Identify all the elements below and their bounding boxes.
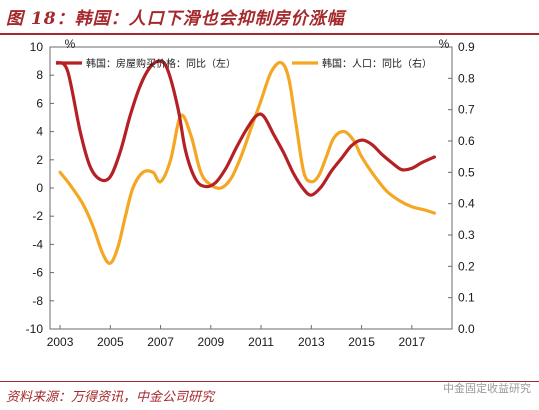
right-tick-label: 0.7 [458, 103, 475, 117]
plot-area [49, 46, 453, 330]
right-tick-label: 0.0 [458, 322, 475, 336]
x-tick-label: 2015 [348, 335, 375, 349]
right-tick-label: 0.4 [458, 197, 475, 211]
right-tick-label: 0.5 [458, 165, 475, 179]
left-axis: 10 8 6 4 2 0 -2 -4 -6 -8 -10% [26, 37, 76, 336]
series-layer [55, 59, 436, 265]
left-tick-label: 2 [36, 153, 43, 167]
legend: 韩国：房屋购买价格：同比（左） 韩国：人口：同比（右） [56, 57, 432, 70]
left-tick-label: 8 [36, 68, 43, 82]
right-axis-unit: % [439, 37, 450, 51]
x-tick-label: 2011 [248, 335, 274, 349]
series-line-house-price [55, 59, 436, 197]
left-tick-label: 0 [36, 181, 43, 195]
source-note: 资料来源：万得资讯，中金公司研究 [6, 390, 215, 405]
left-tick-label: -8 [32, 294, 43, 308]
watermark: 中金固定收益研究 [443, 382, 531, 395]
right-tick-label: 0.6 [458, 134, 475, 148]
left-tick-label: -2 [32, 209, 43, 223]
right-tick-label: 0.3 [458, 228, 475, 242]
x-tick-label: 2013 [298, 335, 325, 349]
left-tick-label: 4 [36, 125, 43, 139]
legend-item-population: 韩国：人口：同比（右） [292, 57, 432, 70]
chart-title: 图 18：韩国：人口下滑也会抑制房价涨幅 [6, 9, 345, 29]
left-tick-label: -6 [32, 266, 43, 280]
x-axis: 2003 2005 2007 2009 2011 2013 2015 2017 [47, 325, 425, 349]
x-tick-label: 2003 [47, 335, 74, 349]
legend-item-house-price: 韩国：房屋购买价格：同比（左） [56, 57, 236, 70]
plot-frame [49, 46, 453, 330]
left-tick-label: -4 [32, 237, 43, 251]
right-tick-label: 0.9 [458, 40, 475, 54]
title-divider [0, 33, 539, 35]
right-tick-label: 0.2 [458, 259, 475, 273]
left-tick-label: 6 [36, 96, 43, 110]
x-tick-label: 2009 [197, 335, 224, 349]
right-tick-label: 0.8 [458, 71, 475, 85]
x-tick-label: 2017 [398, 335, 425, 349]
legend-label: 韩国：房屋购买价格：同比（左） [86, 57, 236, 70]
right-axis: 0.9 0.8 0.7 0.6 0.5 0.4 0.3 0.2 0.1 0.0% [439, 37, 475, 336]
source-divider [0, 381, 539, 382]
left-tick-label: -10 [26, 322, 44, 336]
legend-label: 韩国：人口：同比（右） [322, 57, 432, 70]
left-tick-label: 10 [30, 40, 44, 54]
right-tick-label: 0.1 [458, 291, 475, 305]
x-tick-label: 2005 [97, 335, 124, 349]
left-axis-unit: % [65, 37, 76, 51]
series-line-population [58, 60, 436, 265]
x-tick-label: 2007 [147, 335, 174, 349]
